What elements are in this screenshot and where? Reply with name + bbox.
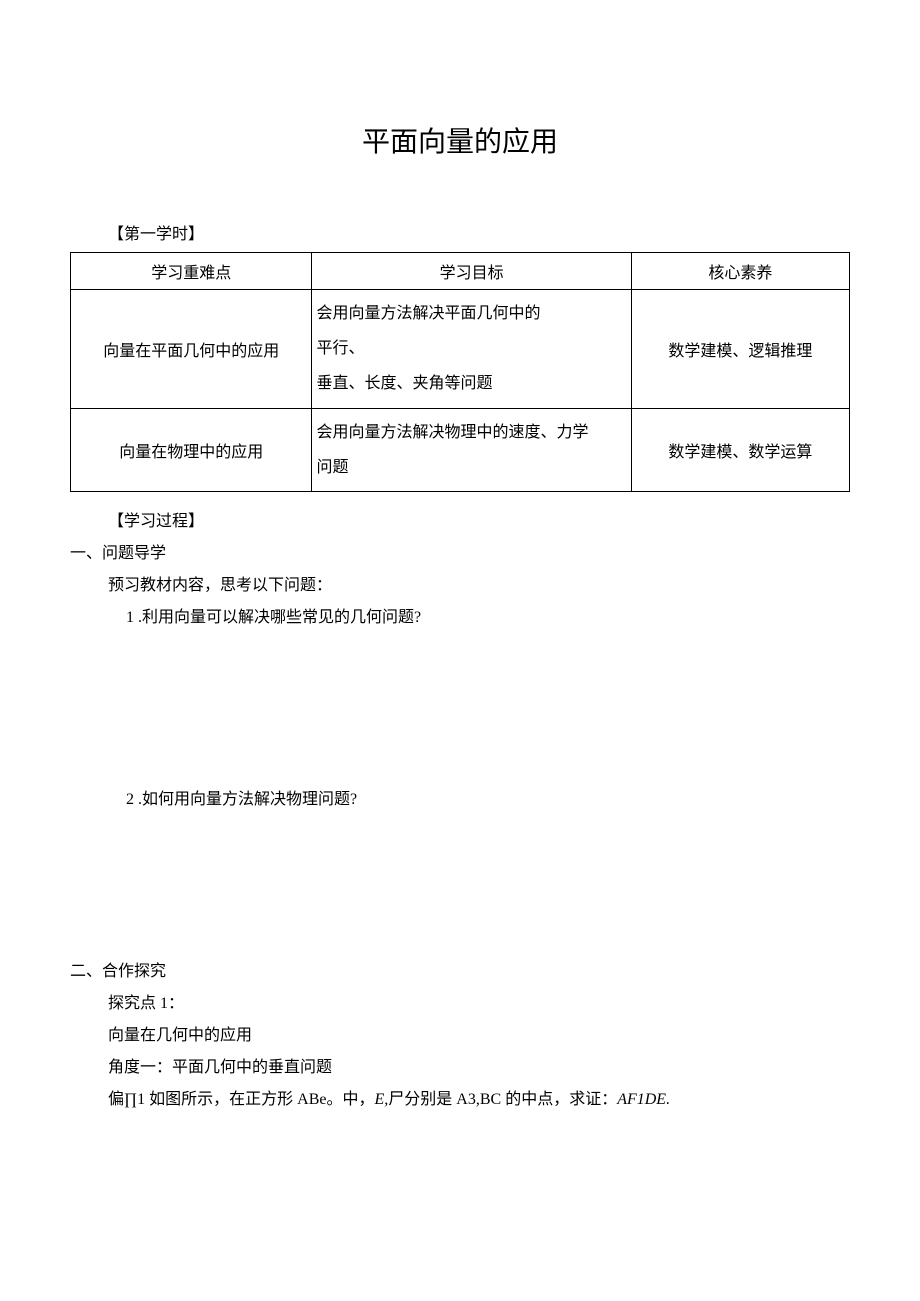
row1-col2-line1: 会用向量方法解决平面几何中的 bbox=[316, 296, 626, 331]
row1-col2: 会用向量方法解决平面几何中的 平行、 垂直、长度、夹角等问题 bbox=[312, 290, 631, 409]
row1-col3: 数学建模、逻辑推理 bbox=[631, 290, 849, 409]
row1-col2-line3: 垂直、长度、夹角等问题 bbox=[316, 366, 626, 401]
header-col1: 学习重难点 bbox=[71, 253, 312, 290]
exploration-point-1: 探究点 1： bbox=[70, 988, 850, 1020]
example-italic2: AF1DE. bbox=[617, 1091, 670, 1108]
row2-col2-line2: 问题 bbox=[316, 450, 626, 485]
section1-heading: 一、问题导学 bbox=[70, 538, 850, 570]
question-1: 1 .利用向量可以解决哪些常见的几何问题? bbox=[70, 602, 850, 634]
row1-col1: 向量在平面几何中的应用 bbox=[71, 290, 312, 409]
table-row: 向量在物理中的应用 会用向量方法解决物理中的速度、力学 问题 数学建模、数学运算 bbox=[71, 408, 850, 491]
header-col3: 核心素养 bbox=[631, 253, 849, 290]
section1-intro: 预习教材内容，思考以下问题： bbox=[70, 570, 850, 602]
row2-col2-line1: 会用向量方法解决物理中的速度、力学 bbox=[316, 415, 626, 450]
question-2: 2 .如何用向量方法解决物理问题? bbox=[70, 784, 850, 816]
row2-col3: 数学建模、数学运算 bbox=[631, 408, 849, 491]
learning-process-header: 【学习过程】 bbox=[70, 506, 850, 538]
table-row: 向量在平面几何中的应用 会用向量方法解决平面几何中的 平行、 垂直、长度、夹角等… bbox=[71, 290, 850, 409]
spacer bbox=[70, 634, 850, 784]
example-1: 偏∏1 如图所示，在正方形 ABe。中，E,尸分别是 A3,BC 的中点，求证：… bbox=[70, 1084, 850, 1116]
section2-line2: 角度一：平面几何中的垂直问题 bbox=[70, 1052, 850, 1084]
header-col2: 学习目标 bbox=[312, 253, 631, 290]
row2-col2: 会用向量方法解决物理中的速度、力学 问题 bbox=[312, 408, 631, 491]
page-title: 平面向量的应用 bbox=[70, 120, 850, 160]
row2-col1: 向量在物理中的应用 bbox=[71, 408, 312, 491]
section2-line1: 向量在几何中的应用 bbox=[70, 1020, 850, 1052]
row1-col2-line2: 平行、 bbox=[316, 331, 626, 366]
example-italic1: E, bbox=[375, 1091, 389, 1108]
spacer bbox=[70, 816, 850, 956]
example-mid: 尸分别是 A3,BC 的中点，求证： bbox=[388, 1091, 617, 1108]
objectives-table: 学习重难点 学习目标 核心素养 向量在平面几何中的应用 会用向量方法解决平面几何… bbox=[70, 252, 850, 492]
section2-heading: 二、合作探究 bbox=[70, 956, 850, 988]
example-prefix: 偏∏1 如图所示，在正方形 ABe。中， bbox=[108, 1091, 375, 1108]
lesson-header: 【第一学时】 bbox=[70, 220, 850, 244]
table-header-row: 学习重难点 学习目标 核心素养 bbox=[71, 253, 850, 290]
